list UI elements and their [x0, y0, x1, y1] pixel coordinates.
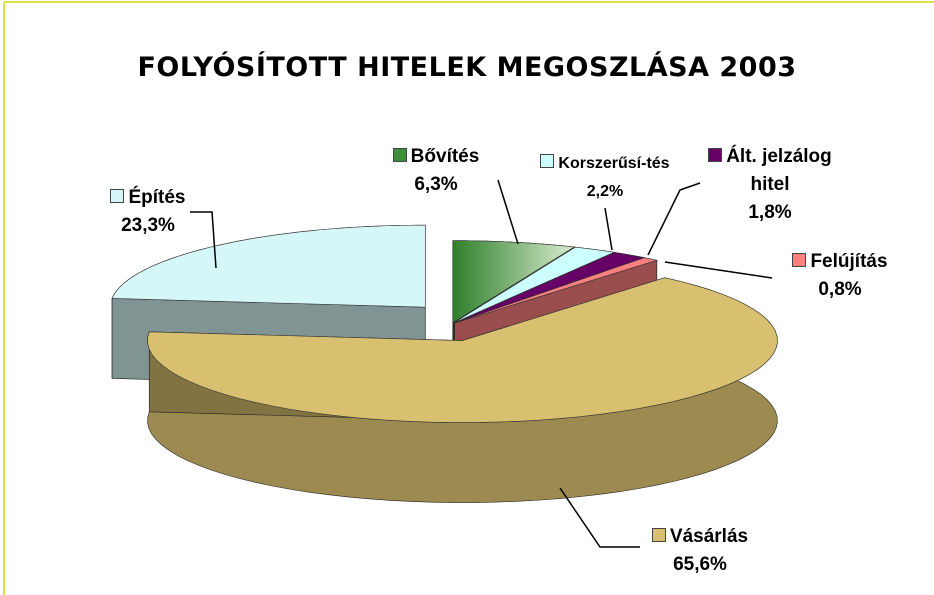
leader-lines: [190, 179, 773, 548]
category-label: Felújítás: [810, 251, 888, 272]
category-label: Korszerűsí-tés: [558, 155, 670, 172]
legend-swatch: [651, 528, 666, 542]
slice-top: [454, 257, 658, 324]
leader-line: [190, 211, 217, 269]
slice-top: [454, 252, 646, 324]
category-label: Vásárlás: [669, 526, 749, 547]
leader-line: [604, 207, 613, 251]
data-label: Építés 23,3%: [78, 184, 218, 240]
leader-line: [647, 182, 701, 256]
legend-swatch: [792, 253, 807, 267]
slice-top: [453, 246, 616, 324]
value-label: 23,3%: [121, 215, 175, 236]
legend-swatch: [540, 154, 555, 168]
leader-line: [497, 179, 519, 245]
value-label: 1,8%: [748, 202, 792, 223]
slice-top: [452, 240, 576, 324]
leader-line: [664, 261, 773, 279]
slice-top: [147, 277, 778, 423]
category-label: Építés: [128, 187, 186, 208]
data-label: Vásárlás 65,6%: [625, 523, 775, 579]
data-label: Bővítés 6,3%: [376, 143, 496, 199]
legend-swatch: [708, 148, 723, 162]
legend-swatch: [110, 189, 125, 203]
data-label: Korszerűsí-tés 2,2%: [520, 150, 690, 206]
chart-title: FOLYÓSÍTOTT HITELEK MEGOSZLÁSA 2003: [137, 52, 797, 83]
value-label: 65,6%: [673, 554, 727, 575]
category-label: Bővítés: [410, 146, 480, 167]
legend-swatch: [392, 148, 407, 162]
category-label: Ált. jelzálog hitel: [726, 146, 832, 195]
value-label: 0,8%: [818, 279, 862, 300]
data-label: Ált. jelzálog hitel 1,8%: [700, 143, 840, 227]
value-label: 6,3%: [414, 174, 458, 195]
value-label: 2,2%: [586, 183, 624, 200]
data-label: Felújítás 0,8%: [770, 248, 910, 304]
leader-line: [559, 487, 640, 548]
